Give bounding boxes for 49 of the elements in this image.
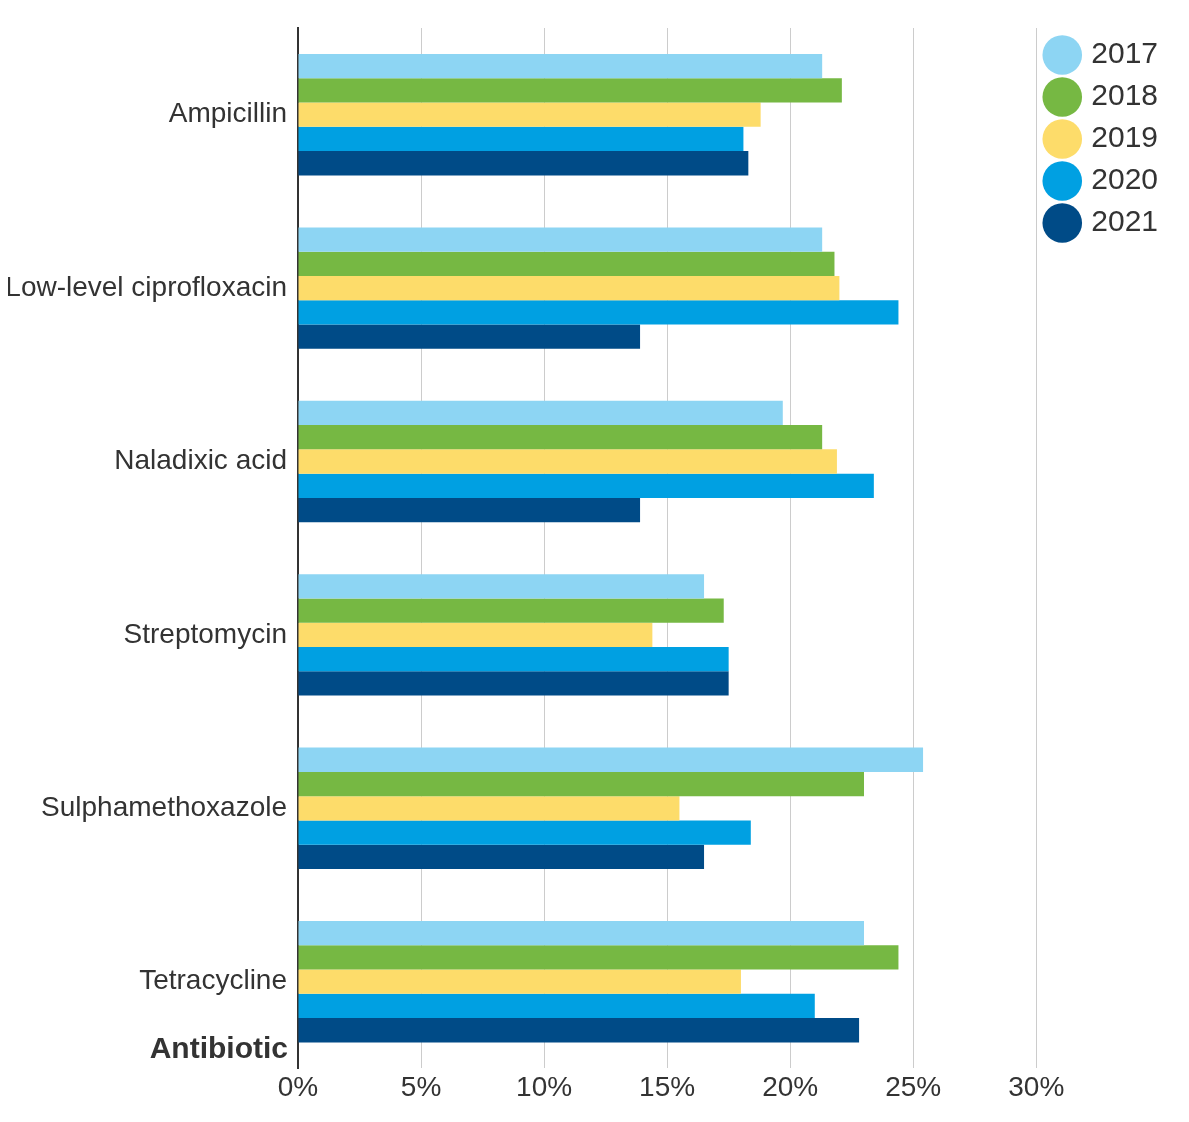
y-tick-label: Ampicillin [168,97,287,129]
bar [298,126,744,152]
bar [298,227,823,252]
bar [298,671,729,696]
bar [298,747,924,772]
bar [298,324,641,349]
y-tick-label: Sulphamethoxazole [41,791,287,823]
y-tick-label: Tetracycline [139,964,287,996]
bar [298,647,729,672]
legend-label: 2018 [1091,78,1159,112]
bar [298,300,899,325]
bar [298,771,864,797]
bar [298,921,864,946]
bar [298,574,705,599]
bar [298,993,815,1019]
y-tick-label: Low-level ciprofloxacin [5,270,287,302]
legend-label: 2021 [1091,204,1159,238]
bar [298,151,749,176]
legend-label: 2019 [1091,120,1159,154]
bar [298,622,653,648]
x-tick-label: 0% [277,1070,319,1102]
x-tick-label: 25% [885,1070,942,1102]
bar [298,969,741,994]
bar [298,251,835,276]
x-tick-label: 10% [516,1070,573,1102]
bar [298,1018,860,1043]
bar [298,497,641,523]
y-axis-title: Antibiotic [149,1030,288,1064]
x-tick-label: 15% [639,1070,696,1102]
bar [298,449,837,474]
bar [298,400,783,426]
bar [298,54,823,79]
bar [298,78,842,103]
legend-label: 2020 [1091,162,1159,196]
x-tick-label: 20% [762,1070,819,1102]
y-tick-label: Streptomycin [123,617,287,649]
x-tick-label: 5% [400,1070,442,1102]
bar [298,473,874,498]
bar [298,275,840,301]
y-tick-label: Naladixic acid [114,444,287,476]
bar [298,102,761,127]
bar [298,945,899,970]
x-tick-label: 30% [1008,1070,1065,1102]
bar [298,796,680,821]
bar [298,425,823,450]
bar [298,820,751,845]
bar [298,844,705,869]
legend-label: 2017 [1091,36,1159,70]
bar [298,598,724,623]
